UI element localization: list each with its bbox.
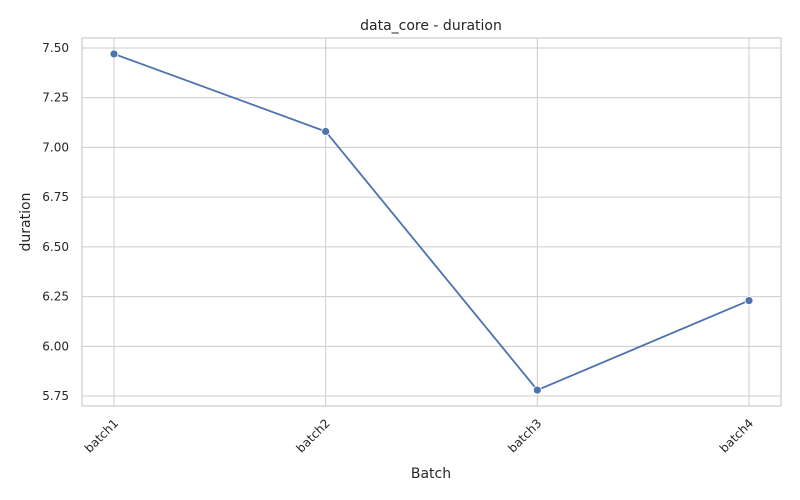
x-tick-label: batch2 [294, 416, 333, 455]
y-tick-label: 6.00 [42, 339, 69, 353]
series-line [113, 53, 750, 391]
data-point [744, 296, 754, 305]
y-tick-label: 5.75 [42, 389, 69, 403]
y-tick-label: 7.25 [42, 91, 69, 105]
x-axis-label: Batch [411, 466, 451, 482]
x-tick-label: batch3 [505, 416, 544, 455]
data-point [109, 49, 119, 59]
y-tick-label: 7.00 [42, 140, 69, 154]
chart-title: data_core - duration [360, 18, 502, 34]
y-axis: 5.75 6.00 6.25 6.50 6.75 7.00 7.25 7.50 [42, 41, 69, 403]
grid [82, 38, 781, 406]
plot-frame [81, 37, 782, 407]
series [109, 49, 754, 395]
y-tick-label: 6.50 [42, 240, 69, 254]
y-axis-label: duration [18, 193, 34, 252]
x-axis: batch1 batch2 batch3 batch4 [82, 416, 756, 455]
y-tick-label: 6.25 [42, 290, 69, 304]
x-tick-label: batch4 [717, 416, 756, 455]
plot-border [81, 37, 782, 407]
data-point [532, 385, 542, 395]
y-tick-label: 6.75 [42, 190, 69, 204]
data-point [321, 127, 331, 136]
x-tick-label: batch1 [82, 416, 121, 455]
y-tick-label: 7.50 [42, 41, 69, 55]
